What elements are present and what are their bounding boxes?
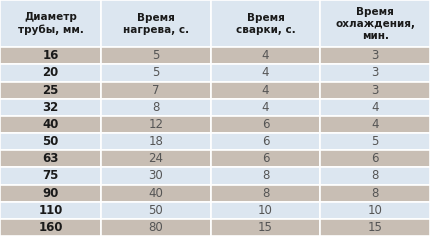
Bar — [101, 116, 211, 133]
Text: 20: 20 — [43, 67, 58, 80]
Text: 18: 18 — [148, 135, 163, 148]
Text: 80: 80 — [148, 221, 163, 234]
Bar — [211, 116, 320, 133]
Bar — [0, 202, 101, 219]
Bar — [211, 133, 320, 150]
Bar — [0, 64, 101, 81]
Bar — [211, 167, 320, 185]
Text: 7: 7 — [152, 84, 160, 97]
Text: 4: 4 — [262, 67, 269, 80]
Bar — [320, 64, 430, 81]
Text: 160: 160 — [38, 221, 63, 234]
Bar — [211, 219, 320, 236]
Bar — [0, 150, 101, 167]
Text: 5: 5 — [152, 67, 160, 80]
Bar — [0, 81, 101, 99]
Text: 6: 6 — [262, 152, 269, 165]
Bar — [320, 202, 430, 219]
Text: 3: 3 — [372, 84, 379, 97]
Bar — [211, 99, 320, 116]
Bar — [101, 150, 211, 167]
Bar — [211, 47, 320, 64]
Bar — [320, 0, 430, 47]
Bar — [0, 133, 101, 150]
Text: 8: 8 — [372, 169, 379, 182]
Bar — [101, 185, 211, 202]
Text: 50: 50 — [42, 135, 59, 148]
Text: Время
охлаждения,
мин.: Время охлаждения, мин. — [335, 7, 415, 41]
Text: 10: 10 — [368, 204, 383, 217]
Text: 4: 4 — [262, 49, 269, 62]
Text: 32: 32 — [43, 101, 58, 114]
Text: 6: 6 — [262, 118, 269, 131]
Bar — [211, 150, 320, 167]
Text: 10: 10 — [258, 204, 273, 217]
Bar — [211, 202, 320, 219]
Bar — [0, 219, 101, 236]
Text: 6: 6 — [372, 152, 379, 165]
Text: Время
сварки, с.: Время сварки, с. — [236, 13, 295, 35]
Bar — [101, 133, 211, 150]
Text: 5: 5 — [372, 135, 379, 148]
Text: Диаметр
трубы, мм.: Диаметр трубы, мм. — [18, 12, 83, 35]
Bar — [320, 133, 430, 150]
Text: 16: 16 — [42, 49, 59, 62]
Text: 15: 15 — [258, 221, 273, 234]
Text: Время
нагрева, с.: Время нагрева, с. — [123, 13, 189, 35]
Bar — [320, 81, 430, 99]
Bar — [320, 219, 430, 236]
Bar — [320, 167, 430, 185]
Bar — [0, 99, 101, 116]
Bar — [320, 150, 430, 167]
Text: 3: 3 — [372, 49, 379, 62]
Bar — [211, 0, 320, 47]
Text: 25: 25 — [42, 84, 59, 97]
Text: 6: 6 — [262, 135, 269, 148]
Bar — [101, 47, 211, 64]
Text: 30: 30 — [148, 169, 163, 182]
Text: 8: 8 — [152, 101, 160, 114]
Text: 4: 4 — [372, 118, 379, 131]
Text: 8: 8 — [262, 187, 269, 200]
Text: 5: 5 — [152, 49, 160, 62]
Bar — [320, 185, 430, 202]
Bar — [211, 81, 320, 99]
Bar — [101, 219, 211, 236]
Bar — [101, 202, 211, 219]
Text: 4: 4 — [372, 101, 379, 114]
Text: 24: 24 — [148, 152, 163, 165]
Bar — [101, 167, 211, 185]
Bar — [320, 116, 430, 133]
Bar — [0, 116, 101, 133]
Text: 12: 12 — [148, 118, 163, 131]
Text: 50: 50 — [148, 204, 163, 217]
Text: 75: 75 — [42, 169, 59, 182]
Bar — [101, 64, 211, 81]
Bar — [211, 64, 320, 81]
Text: 63: 63 — [42, 152, 59, 165]
Text: 8: 8 — [372, 187, 379, 200]
Text: 4: 4 — [262, 101, 269, 114]
Text: 3: 3 — [372, 67, 379, 80]
Text: 8: 8 — [262, 169, 269, 182]
Text: 110: 110 — [38, 204, 63, 217]
Text: 4: 4 — [262, 84, 269, 97]
Bar — [211, 185, 320, 202]
Bar — [0, 47, 101, 64]
Text: 90: 90 — [42, 187, 59, 200]
Text: 40: 40 — [148, 187, 163, 200]
Bar — [101, 81, 211, 99]
Bar — [0, 167, 101, 185]
Bar — [0, 0, 101, 47]
Text: 15: 15 — [368, 221, 383, 234]
Text: 40: 40 — [42, 118, 59, 131]
Bar — [101, 0, 211, 47]
Bar — [320, 99, 430, 116]
Bar — [0, 185, 101, 202]
Bar — [320, 47, 430, 64]
Bar — [101, 99, 211, 116]
